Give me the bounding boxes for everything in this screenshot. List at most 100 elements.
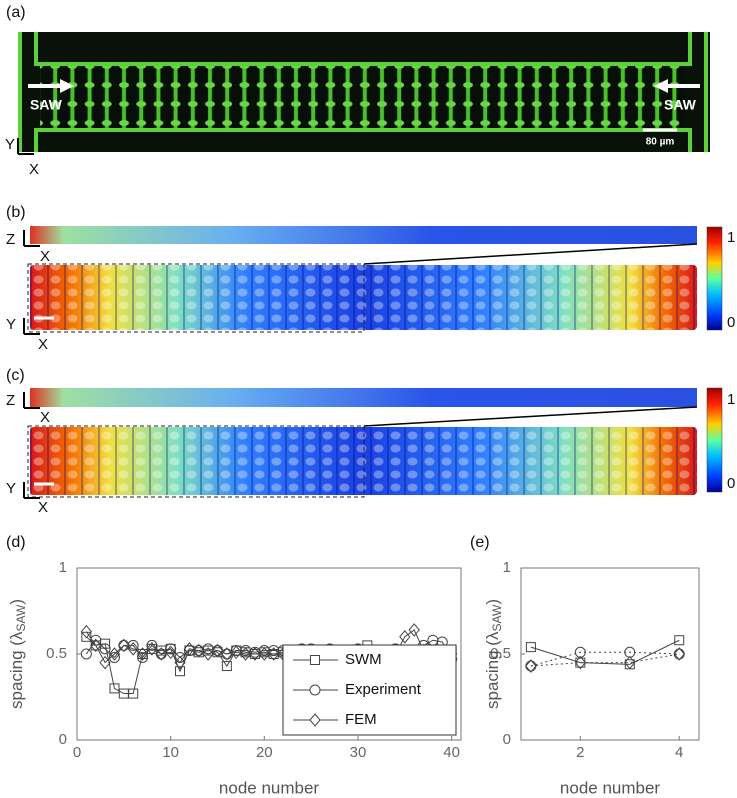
y-axis-label-part: ) [7, 599, 26, 605]
arrow-head [60, 79, 74, 93]
y-axis-label-part: ) [483, 599, 502, 605]
marker [211, 643, 224, 658]
marker [258, 645, 270, 657]
marker [193, 643, 205, 658]
colorbar-label: 1 [727, 229, 735, 246]
marker [183, 642, 196, 656]
y-axis-label: spacing (λSAW) [483, 599, 504, 709]
cell-pattern [40, 64, 685, 130]
legend-label: Experiment [345, 681, 422, 698]
marker [109, 683, 120, 694]
marker [80, 648, 92, 660]
marker [99, 655, 111, 670]
marker [165, 645, 177, 660]
marker [90, 638, 102, 653]
marker [174, 655, 186, 670]
marker [221, 647, 233, 661]
axis-letter: X [29, 161, 39, 178]
axis-letter: Y [6, 480, 16, 497]
y-tick-label: 1 [59, 559, 67, 576]
marker [137, 651, 149, 663]
y-axis-label: spacing (λSAW) [7, 599, 28, 709]
zoom-box [27, 263, 365, 333]
colorbar-label: 1 [727, 391, 735, 408]
scale-bar-label: 80 µm [646, 137, 675, 148]
marker [310, 655, 320, 665]
x-tick-label: 0 [73, 744, 81, 761]
marker [574, 655, 586, 670]
axis-letter: Z [6, 392, 15, 409]
marker [399, 630, 411, 644]
axis-glyph [23, 230, 40, 335]
panel-label: (c) [6, 367, 25, 384]
marker [249, 647, 261, 661]
marker [128, 688, 139, 699]
node-pattern [30, 265, 697, 330]
axis-letter: X [38, 336, 48, 353]
marker [175, 666, 186, 677]
saw-label: SAW [664, 97, 697, 113]
marker [202, 647, 214, 661]
legend-label: FEM [345, 711, 377, 728]
marker [118, 638, 130, 653]
marker [99, 643, 111, 655]
x-axis-label: node number [219, 778, 320, 797]
marker [673, 647, 685, 661]
marker [127, 642, 139, 656]
marker [408, 623, 420, 637]
x-axis-label: node number [560, 778, 661, 797]
side-view-map [30, 388, 697, 407]
axis-letter: Y [5, 136, 15, 153]
arrow-head [654, 79, 668, 93]
y-tick-label: 0.5 [46, 645, 67, 662]
marker [674, 635, 685, 646]
marker [165, 643, 177, 655]
marker [136, 647, 149, 661]
colorbar-label: 0 [727, 314, 735, 331]
channel-wall [18, 32, 708, 152]
marker [309, 684, 321, 696]
colorbar [706, 387, 723, 493]
marker [268, 645, 280, 657]
axis-letter: Y [6, 316, 16, 333]
marker [80, 624, 93, 639]
marker [258, 647, 270, 661]
saw-label: SAW [30, 97, 63, 113]
y-axis-label-part: spacing (λ [7, 631, 26, 709]
marker [525, 642, 536, 653]
y-tick-label: 0 [503, 731, 511, 748]
marker [309, 713, 321, 727]
panel-label: (d) [6, 534, 26, 551]
colorbar [706, 226, 723, 331]
y-axis-label-part: SAW [14, 604, 28, 632]
marker [108, 651, 120, 663]
side-view-map [30, 226, 697, 244]
marker [230, 645, 242, 660]
series-line [530, 653, 680, 667]
x-tick-label: 30 [350, 744, 367, 761]
axis-letter: X [38, 499, 48, 516]
plot-area [520, 567, 700, 741]
axis-letter: X [40, 409, 50, 426]
marker [239, 647, 252, 661]
series-line [530, 639, 680, 665]
x-tick-label: 40 [443, 744, 460, 761]
marker [146, 642, 158, 656]
marker [221, 661, 232, 672]
y-axis-label-part: SAW [490, 604, 504, 632]
x-tick-label: 2 [576, 744, 584, 761]
series-line [530, 651, 680, 667]
colorbar-label: 0 [727, 475, 735, 492]
marker [268, 647, 280, 661]
zoom-line [363, 243, 698, 265]
marker [146, 639, 158, 651]
axis-letter: Z [6, 231, 15, 248]
panel-label: (e) [470, 534, 490, 551]
marker [624, 655, 636, 670]
zoom-box [27, 425, 365, 498]
y-tick-label: 0 [59, 731, 67, 748]
y-tick-label: 1 [503, 559, 511, 576]
x-tick-label: 4 [675, 744, 683, 761]
